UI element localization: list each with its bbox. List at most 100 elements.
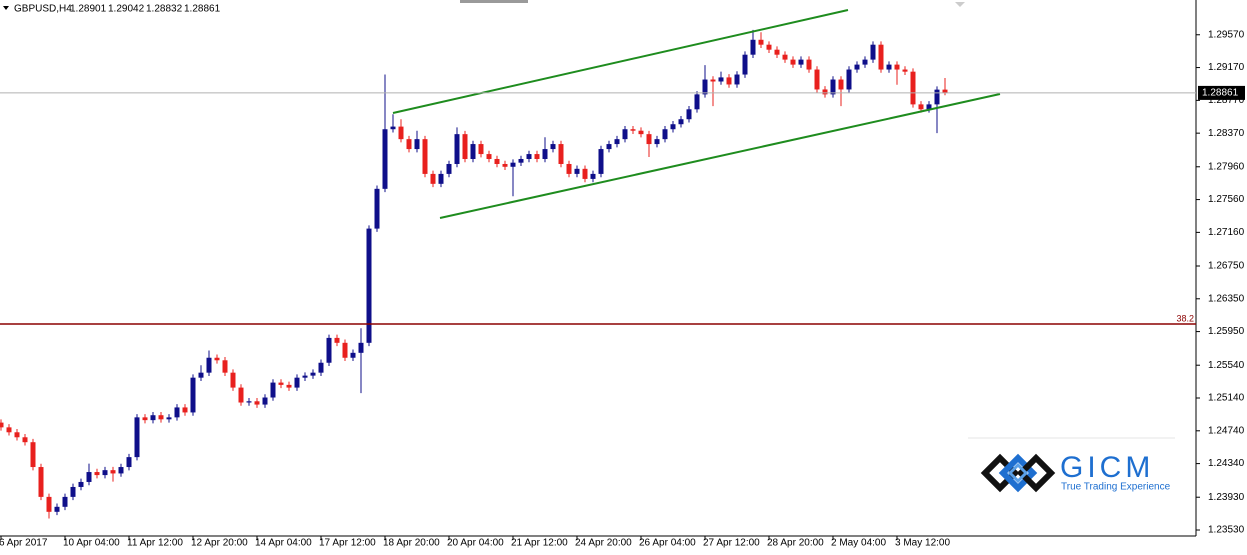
candle-body (742, 54, 748, 75)
candle-body (198, 372, 204, 378)
candle-body (774, 49, 780, 55)
candle-body (262, 397, 268, 405)
candle-body (502, 163, 508, 167)
brand: GICM (1060, 451, 1154, 484)
ohlc-open: 1.28901 (70, 4, 107, 15)
logo (980, 453, 1056, 493)
candle-body (422, 139, 428, 174)
candle-body (238, 387, 244, 403)
candle-body (190, 377, 196, 413)
candle-body (78, 481, 84, 487)
x-tick-label: 14 Apr 04:00 (255, 538, 312, 549)
y-tick-label: 1.27960 (1208, 161, 1245, 172)
candle-body (582, 168, 588, 179)
y-tick-label: 1.28370 (1208, 128, 1245, 139)
candle-body (846, 69, 852, 90)
candle-body (878, 44, 884, 70)
candle-body (486, 154, 492, 159)
ohlc-low: 1.28832 (146, 4, 183, 15)
candle-body (438, 173, 444, 184)
price-tag-label: 1.28861 (1202, 88, 1239, 99)
y-tick-label: 1.26350 (1208, 293, 1245, 304)
candle-body (494, 158, 500, 164)
candle-body (814, 69, 820, 90)
candle-body (222, 360, 228, 373)
candle-body (38, 467, 44, 497)
candle-body (942, 89, 948, 93)
x-tick-label: 24 Apr 20:00 (575, 538, 632, 549)
plot-area (0, 29, 948, 519)
candle-body (694, 94, 700, 110)
candle-body (862, 59, 868, 65)
candle-body (758, 39, 764, 45)
candle-body (606, 144, 612, 150)
candle-body (638, 130, 644, 135)
candle-body (750, 39, 756, 55)
candle-body (782, 54, 788, 60)
candle-body (886, 64, 892, 70)
x-tick-label: 21 Apr 12:00 (511, 538, 568, 549)
candle-body (326, 337, 332, 363)
candle-body (134, 417, 140, 458)
candle-body (702, 79, 708, 95)
y-tick-label: 1.29170 (1208, 62, 1245, 73)
y-tick-label: 1.25950 (1208, 326, 1245, 337)
candle-body (294, 377, 300, 388)
candle-body (926, 104, 932, 110)
candle-body (254, 401, 260, 405)
candle-body (54, 506, 60, 512)
candle-body (470, 144, 476, 159)
candle-body (118, 467, 124, 474)
candle-body (630, 129, 636, 131)
candle-body (46, 496, 52, 512)
candle-body (278, 382, 284, 385)
candle-body (806, 59, 812, 70)
x-tick-label: 17 Apr 12:00 (319, 538, 376, 549)
y-tick-label: 1.25140 (1208, 393, 1245, 404)
candle-body (726, 77, 732, 85)
candle-body (590, 173, 596, 179)
candle-body (558, 144, 564, 164)
candle-body (30, 442, 36, 468)
candle-body (230, 372, 236, 388)
candle-body (542, 149, 548, 159)
candle-body (350, 352, 356, 358)
scroll-marker (955, 2, 965, 7)
level-label: 38.2 (1176, 313, 1194, 323)
candle-body (102, 470, 108, 476)
candle-body (534, 154, 540, 159)
candle-body (446, 163, 452, 174)
candle-body (454, 134, 460, 164)
top-tab (460, 0, 528, 3)
y-tick-label: 1.25540 (1208, 360, 1245, 371)
dropdown-arrow (3, 6, 9, 10)
candle-body (614, 139, 620, 145)
candle-body (342, 342, 348, 358)
candle-body (14, 432, 20, 438)
x-tick-label: 18 Apr 20:00 (383, 538, 440, 549)
y-tick-label: 1.24340 (1208, 458, 1245, 469)
candle-body (902, 69, 908, 72)
candle-body (6, 427, 12, 433)
candle-body (110, 470, 116, 474)
candle-body (790, 59, 796, 65)
y-tick-label: 1.26750 (1208, 261, 1245, 272)
channel-lower (439, 93, 1001, 219)
x-tick-label: 26 Apr 04:00 (639, 538, 696, 549)
y-tick-label: 1.27560 (1208, 194, 1245, 205)
symbol: GBPUSD,H4 (14, 4, 72, 15)
x-tick-label: 28 Apr 20:00 (767, 538, 824, 549)
candle-body (126, 457, 132, 468)
x-tick-label: 6 Apr 2017 (0, 538, 48, 549)
candle-body (566, 163, 572, 174)
candle-body (382, 129, 388, 189)
candle-body (374, 188, 380, 229)
candle-body (62, 496, 68, 507)
candle-body (798, 59, 804, 65)
candle-body (598, 149, 604, 174)
candle-body (830, 79, 836, 95)
ohlc-close: 1.28861 (184, 4, 221, 15)
candle-body (622, 129, 628, 140)
candle-body (918, 104, 924, 110)
